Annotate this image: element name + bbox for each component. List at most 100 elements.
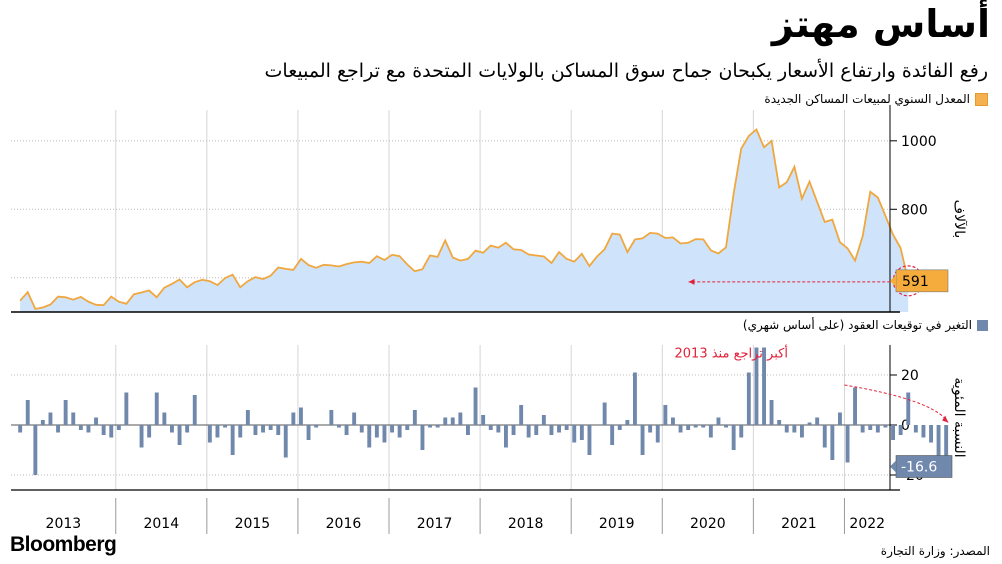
ytick-label-top: 800 bbox=[901, 202, 928, 218]
contract-bar bbox=[625, 420, 630, 425]
contract-bar bbox=[428, 425, 432, 428]
contract-bar bbox=[617, 425, 622, 430]
contract-bar bbox=[412, 410, 417, 425]
end-value-label-top: 591 bbox=[902, 274, 929, 290]
end-label-pointer-top bbox=[890, 274, 896, 287]
year-label: 2015 bbox=[235, 516, 271, 532]
home-sales-chart: 800 1000 591 بالآلاف bbox=[11, 105, 967, 313]
year-label: 2019 bbox=[599, 516, 635, 532]
contract-bar bbox=[458, 412, 463, 425]
contract-bar bbox=[830, 425, 835, 460]
contract-bar bbox=[633, 372, 637, 425]
contract-bar bbox=[913, 425, 918, 433]
contract-bar bbox=[276, 425, 281, 435]
contract-bar bbox=[56, 425, 60, 433]
contract-bar bbox=[724, 425, 728, 428]
contract-bar bbox=[807, 422, 812, 425]
chart-title: أساس مهتز bbox=[771, 2, 990, 46]
comparison-arrowhead bbox=[688, 278, 695, 285]
contract-bar bbox=[154, 392, 159, 425]
ytick-label-bottom: 20 bbox=[901, 368, 919, 384]
legend-home-sales-label: المعدل السنوي لمبيعات المساكن الجديدة bbox=[764, 92, 970, 106]
contract-bar bbox=[116, 425, 121, 430]
contract-bar bbox=[405, 425, 410, 430]
ylabel-top: بالآلاف bbox=[951, 200, 967, 239]
contract-bar bbox=[177, 425, 182, 445]
year-label: 2014 bbox=[143, 516, 179, 532]
contract-bar bbox=[526, 425, 531, 438]
contract-bar bbox=[390, 425, 394, 433]
contract-bar bbox=[314, 425, 319, 428]
bloomberg-logo: Bloomberg bbox=[10, 533, 117, 556]
contract-bar bbox=[708, 425, 713, 438]
ylabel-bottom: النسبة المئوية bbox=[951, 377, 967, 457]
contract-bar bbox=[891, 425, 895, 440]
contract-bar bbox=[101, 425, 106, 435]
year-label: 2018 bbox=[508, 516, 544, 532]
contract-bar bbox=[906, 392, 911, 425]
contract-bar bbox=[845, 425, 850, 463]
contract-bar bbox=[549, 425, 554, 435]
contract-bar bbox=[359, 425, 364, 433]
year-label: 2022 bbox=[849, 516, 885, 532]
contract-bar bbox=[640, 425, 645, 455]
contract-bar bbox=[86, 425, 91, 433]
contract-bar bbox=[382, 425, 387, 443]
contract-bar bbox=[746, 372, 751, 425]
contract-bar bbox=[40, 420, 45, 425]
contract-bar bbox=[838, 412, 842, 425]
contract-bar bbox=[671, 417, 675, 425]
year-label: 2021 bbox=[781, 516, 817, 532]
contract-bar bbox=[534, 425, 539, 435]
contract-bar bbox=[701, 425, 706, 428]
year-axis: 2013 2014 2015 2016 2017 2018 2019 2020 2021 2022 bbox=[46, 498, 885, 534]
contract-bar bbox=[230, 425, 235, 455]
year-label: 2020 bbox=[690, 516, 726, 532]
contract-bar bbox=[139, 425, 144, 448]
contract-bar bbox=[860, 425, 865, 433]
contract-bar bbox=[306, 425, 311, 440]
ytick-label-bottom: 0 bbox=[901, 418, 910, 434]
contract-bar bbox=[716, 417, 721, 425]
contract-bar bbox=[762, 347, 766, 425]
contract-bar bbox=[602, 402, 607, 425]
contract-bar bbox=[344, 425, 349, 435]
contract-bar bbox=[170, 425, 174, 433]
contract-bar bbox=[572, 425, 577, 443]
contract-bar bbox=[147, 425, 152, 438]
annotation-arrow bbox=[844, 384, 949, 423]
contract-bar bbox=[245, 410, 250, 425]
end-label-pointer-bottom bbox=[890, 460, 896, 473]
contract-bar bbox=[663, 405, 668, 425]
chart-subtitle: رفع الفائدة وارتفاع الأسعار يكبحان جماح … bbox=[264, 60, 988, 82]
legend-contracts-swatch bbox=[977, 319, 988, 331]
contract-bar bbox=[63, 400, 68, 425]
contract-bar bbox=[162, 412, 167, 425]
contract-bar bbox=[450, 417, 455, 425]
contract-bar bbox=[78, 425, 83, 430]
contract-bar bbox=[397, 425, 402, 438]
year-label: 2013 bbox=[46, 516, 82, 532]
contract-bar bbox=[648, 425, 653, 433]
contract-bar bbox=[921, 425, 926, 438]
contract-bar bbox=[33, 425, 38, 475]
contract-bar bbox=[473, 387, 478, 425]
contract-bar bbox=[815, 417, 820, 425]
source-note: المصدر: وزارة التجارة bbox=[880, 544, 990, 558]
year-label: 2017 bbox=[417, 516, 453, 532]
contract-bar bbox=[420, 425, 425, 450]
contract-bar bbox=[329, 410, 334, 425]
contract-bar bbox=[754, 347, 759, 425]
contract-bar bbox=[18, 425, 23, 433]
contract-bar bbox=[883, 425, 888, 428]
contract-bar bbox=[215, 425, 220, 438]
contract-bar bbox=[488, 425, 493, 430]
contract-bar bbox=[579, 425, 584, 440]
contract-bar bbox=[898, 425, 903, 435]
contract-bar bbox=[557, 425, 561, 433]
contract-bar bbox=[337, 425, 341, 428]
contract-bar bbox=[504, 425, 508, 448]
contract-bar bbox=[541, 415, 546, 425]
